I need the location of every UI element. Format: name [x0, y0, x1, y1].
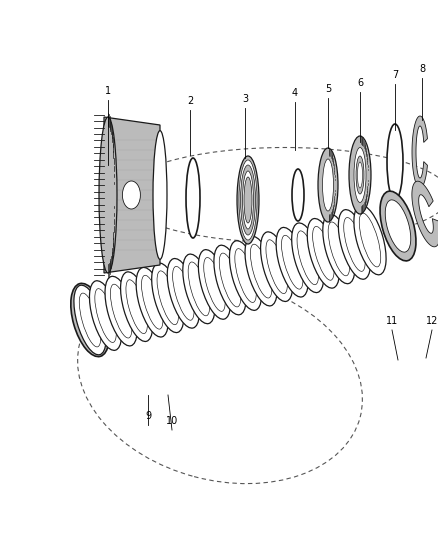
Text: 3: 3: [242, 94, 248, 104]
Ellipse shape: [354, 148, 366, 203]
Ellipse shape: [136, 268, 168, 337]
Ellipse shape: [157, 271, 179, 325]
Ellipse shape: [323, 214, 355, 284]
Text: 10: 10: [166, 416, 178, 426]
Ellipse shape: [105, 276, 137, 346]
Ellipse shape: [266, 240, 287, 294]
Ellipse shape: [243, 171, 254, 229]
Ellipse shape: [89, 281, 122, 350]
Ellipse shape: [385, 200, 411, 252]
Ellipse shape: [322, 159, 333, 211]
Ellipse shape: [183, 254, 215, 324]
Ellipse shape: [95, 289, 116, 343]
Ellipse shape: [276, 228, 308, 297]
Text: 6: 6: [357, 78, 363, 88]
Ellipse shape: [354, 205, 386, 275]
Ellipse shape: [239, 160, 257, 240]
Ellipse shape: [153, 131, 167, 260]
Text: 8: 8: [419, 64, 425, 74]
Text: 1: 1: [105, 86, 111, 96]
Ellipse shape: [356, 156, 364, 194]
Ellipse shape: [328, 222, 350, 276]
Ellipse shape: [74, 285, 106, 355]
Ellipse shape: [188, 262, 210, 316]
Polygon shape: [104, 117, 160, 273]
Ellipse shape: [219, 253, 241, 307]
Ellipse shape: [230, 241, 261, 310]
Ellipse shape: [359, 213, 381, 267]
Ellipse shape: [297, 231, 318, 285]
Ellipse shape: [186, 158, 200, 238]
Ellipse shape: [173, 266, 194, 320]
Polygon shape: [412, 116, 427, 188]
Ellipse shape: [235, 248, 256, 302]
Ellipse shape: [318, 148, 338, 222]
Ellipse shape: [313, 227, 334, 280]
Ellipse shape: [99, 117, 117, 273]
Ellipse shape: [237, 156, 259, 244]
Ellipse shape: [79, 293, 101, 347]
Ellipse shape: [244, 177, 252, 223]
Text: 12: 12: [426, 316, 438, 326]
Ellipse shape: [296, 175, 300, 215]
Ellipse shape: [120, 272, 153, 342]
Ellipse shape: [71, 284, 109, 357]
Ellipse shape: [357, 162, 363, 188]
Text: 4: 4: [292, 88, 298, 98]
Ellipse shape: [392, 131, 398, 193]
Polygon shape: [412, 181, 438, 247]
Ellipse shape: [110, 284, 132, 338]
Ellipse shape: [204, 257, 225, 311]
Ellipse shape: [251, 244, 272, 298]
Ellipse shape: [78, 294, 102, 346]
Ellipse shape: [126, 280, 148, 334]
Ellipse shape: [198, 249, 230, 319]
Ellipse shape: [292, 169, 304, 221]
Ellipse shape: [152, 263, 184, 333]
Ellipse shape: [387, 124, 403, 200]
Ellipse shape: [261, 232, 293, 302]
Ellipse shape: [141, 276, 163, 329]
Text: 5: 5: [325, 84, 331, 94]
Ellipse shape: [380, 191, 416, 261]
Ellipse shape: [214, 245, 246, 315]
Ellipse shape: [122, 181, 141, 209]
Ellipse shape: [307, 219, 339, 288]
Ellipse shape: [190, 165, 196, 231]
Ellipse shape: [245, 236, 277, 306]
Text: 11: 11: [386, 316, 398, 326]
Ellipse shape: [167, 259, 199, 328]
Text: 2: 2: [187, 96, 193, 106]
Ellipse shape: [240, 165, 255, 235]
Ellipse shape: [338, 209, 371, 279]
Text: 9: 9: [145, 411, 151, 421]
Text: 7: 7: [392, 70, 398, 80]
Ellipse shape: [292, 223, 324, 293]
Ellipse shape: [282, 235, 303, 289]
Ellipse shape: [344, 217, 365, 271]
Ellipse shape: [349, 136, 371, 214]
